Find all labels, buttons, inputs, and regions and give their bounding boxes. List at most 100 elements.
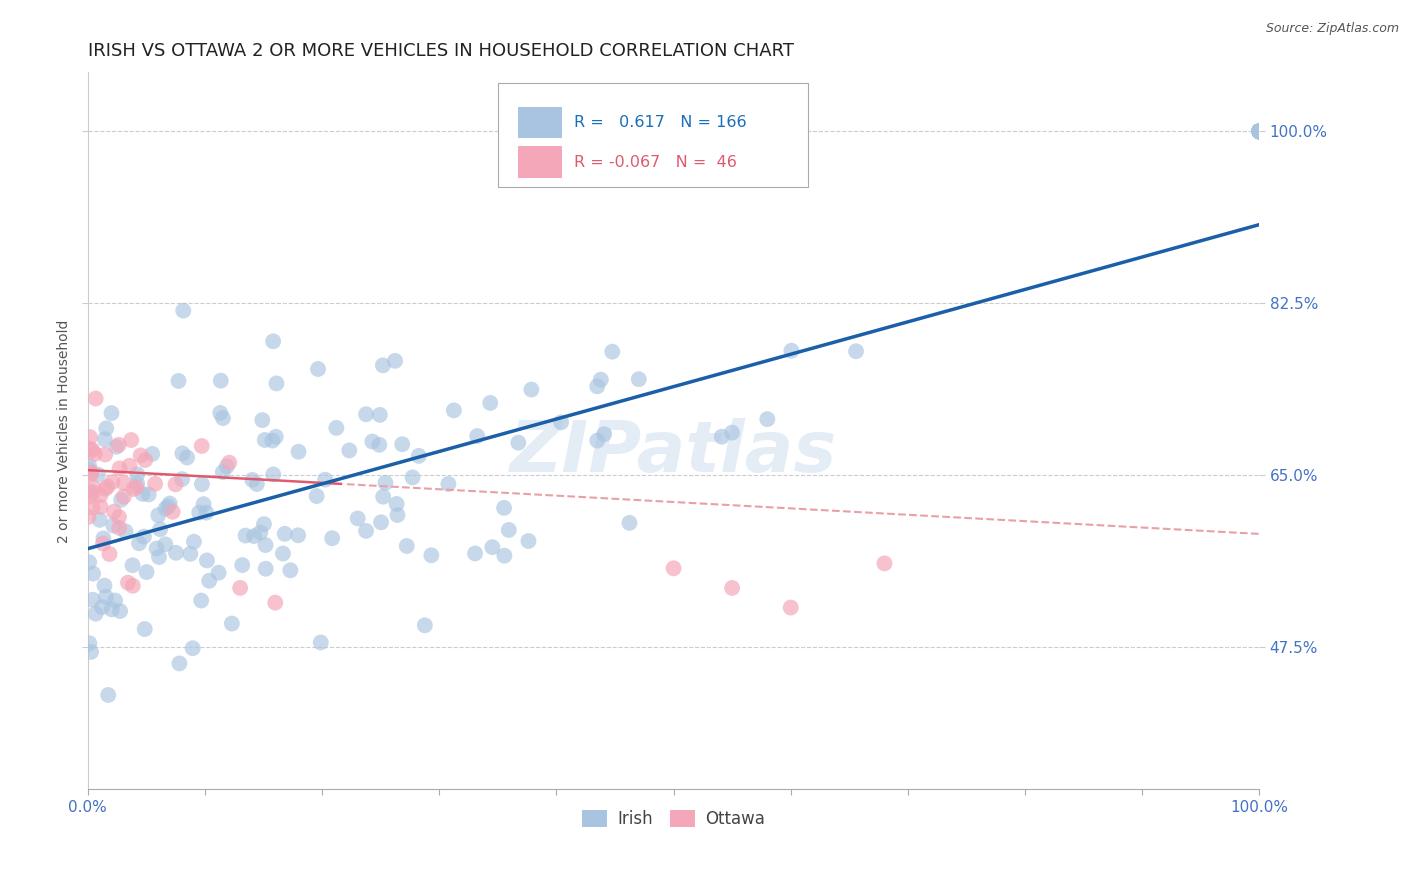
- Point: [77, 555, 100, 569]
- Point: [1249, 124, 1271, 138]
- Point: [114, 524, 136, 539]
- Point: [190, 593, 212, 607]
- Point: [149, 522, 172, 536]
- Point: [159, 497, 181, 511]
- Point: [215, 459, 238, 474]
- Point: [593, 427, 616, 442]
- Point: [520, 383, 543, 397]
- Point: [120, 433, 142, 447]
- Point: [361, 434, 384, 449]
- Point: [287, 528, 309, 542]
- Point: [1249, 124, 1271, 138]
- Point: [721, 581, 744, 595]
- Point: [368, 408, 391, 422]
- Point: [465, 429, 488, 443]
- Point: [498, 523, 520, 537]
- Point: [240, 473, 263, 487]
- Point: [494, 500, 516, 515]
- Point: [132, 530, 155, 544]
- Point: [91, 600, 114, 615]
- Point: [370, 516, 392, 530]
- Point: [254, 538, 277, 552]
- Point: [307, 362, 329, 376]
- Point: [280, 563, 302, 577]
- Point: [1249, 124, 1271, 138]
- Point: [100, 406, 122, 420]
- Point: [83, 447, 105, 461]
- Point: [1249, 124, 1271, 138]
- Point: [246, 477, 269, 491]
- Point: [141, 447, 163, 461]
- Point: [231, 558, 253, 573]
- Point: [155, 537, 177, 551]
- Point: [721, 425, 744, 440]
- Point: [108, 521, 131, 535]
- Point: [586, 434, 609, 448]
- Point: [274, 526, 297, 541]
- Point: [249, 525, 271, 540]
- Point: [91, 536, 114, 550]
- Point: [93, 532, 115, 546]
- Point: [157, 500, 180, 514]
- Point: [134, 622, 156, 636]
- Point: [368, 438, 391, 452]
- Point: [337, 443, 360, 458]
- Point: [90, 500, 112, 514]
- Point: [191, 477, 214, 491]
- Point: [221, 616, 243, 631]
- Point: [346, 511, 368, 525]
- Point: [371, 359, 394, 373]
- Point: [93, 578, 115, 592]
- Point: [229, 581, 252, 595]
- Text: ZIPat​las: ZIPat​las: [510, 417, 837, 487]
- Point: [321, 531, 343, 545]
- Point: [254, 562, 277, 576]
- Point: [188, 506, 211, 520]
- Point: [128, 536, 150, 550]
- Legend: Irish, Ottawa: Irish, Ottawa: [576, 803, 772, 835]
- Point: [98, 547, 121, 561]
- Point: [110, 492, 132, 507]
- Point: [1249, 124, 1271, 138]
- FancyBboxPatch shape: [498, 83, 808, 187]
- Point: [121, 558, 143, 573]
- Point: [77, 458, 100, 473]
- Point: [408, 449, 430, 463]
- Point: [195, 553, 218, 567]
- Point: [385, 497, 408, 511]
- Point: [138, 487, 160, 501]
- Point: [1249, 124, 1271, 138]
- Point: [287, 444, 309, 458]
- Point: [162, 505, 184, 519]
- Point: [354, 524, 377, 538]
- Text: IRISH VS OTTAWA 2 OR MORE VEHICLES IN HOUSEHOLD CORRELATION CHART: IRISH VS OTTAWA 2 OR MORE VEHICLES IN HO…: [87, 42, 794, 60]
- Point: [148, 508, 170, 523]
- Point: [165, 546, 187, 560]
- Point: [1249, 124, 1271, 138]
- Point: [77, 490, 100, 504]
- Point: [108, 510, 131, 524]
- Point: [82, 566, 104, 581]
- Point: [235, 528, 257, 542]
- Point: [508, 435, 530, 450]
- Point: [122, 482, 145, 496]
- Point: [780, 343, 803, 358]
- Point: [494, 549, 516, 563]
- Point: [107, 438, 129, 452]
- Point: [384, 354, 406, 368]
- Point: [82, 481, 104, 495]
- Point: [193, 497, 215, 511]
- Point: [264, 430, 287, 444]
- Point: [134, 453, 156, 467]
- Point: [148, 549, 170, 564]
- Text: R = -0.067   N =  46: R = -0.067 N = 46: [574, 154, 737, 169]
- Point: [264, 596, 287, 610]
- Point: [262, 434, 284, 448]
- Point: [481, 540, 503, 554]
- Point: [96, 421, 118, 435]
- Point: [112, 490, 135, 504]
- Point: [170, 472, 193, 486]
- Point: [266, 376, 288, 391]
- Point: [101, 475, 124, 489]
- Point: [395, 539, 418, 553]
